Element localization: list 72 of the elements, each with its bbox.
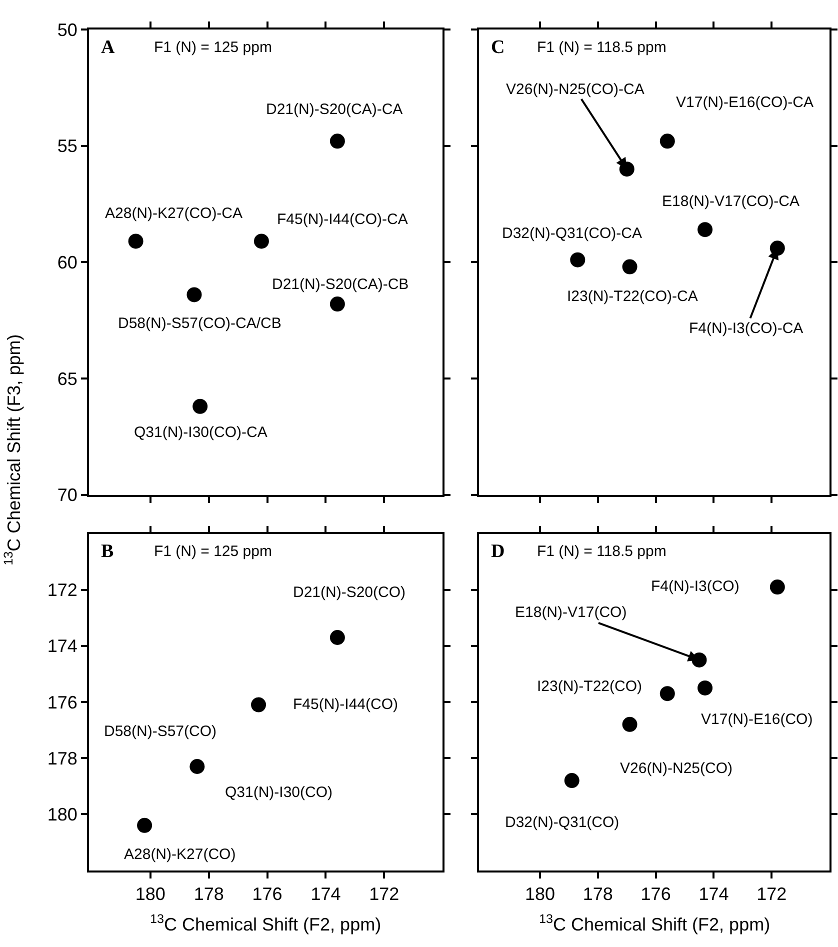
point (186, 287, 202, 302)
text: F1 (N) = 125 ppm (154, 39, 272, 56)
annotation: Q31(N)-I30(CO) (225, 784, 333, 801)
y-tick-label: 55 (57, 136, 78, 156)
x-tick-label: 180 (525, 884, 556, 904)
point (128, 234, 144, 249)
point (251, 697, 266, 712)
x-axis-title: $^{13}$C Chemical Shift (F2, ppm) (539, 912, 770, 935)
x-tick-label: 174 (698, 884, 729, 904)
annotation: V17(N)-E16(CO)-CA (676, 94, 814, 111)
annotation: I23(N)-T22(CO) (537, 678, 642, 695)
point (137, 818, 152, 833)
annotation: F4(N)-I3(CO) (651, 578, 740, 595)
x-tick-label: 174 (310, 884, 341, 904)
chart-title: A (101, 37, 115, 58)
x-tick-label: 178 (194, 884, 224, 904)
chart-title: D (491, 541, 505, 562)
y-tick-label: 176 (47, 692, 78, 712)
point (564, 773, 580, 788)
chart-title: B (101, 541, 114, 562)
annotation: V26(N)-N25(CO)-CA (506, 81, 644, 98)
annotation: E18(N)-V17(CO) (515, 604, 627, 621)
annotation: D21(N)-S20(CA)-CA (266, 101, 403, 118)
x-tick-label: 180 (135, 884, 166, 904)
y-tick-label: 60 (57, 252, 78, 272)
y-tick-label: 50 (57, 20, 78, 40)
y-tick-label: 172 (47, 580, 78, 600)
x-tick-label: 176 (640, 884, 671, 904)
annotation: Q31(N)-I30(CO)-CA (134, 424, 268, 441)
annotation: V17(N)-E16(CO) (701, 711, 813, 728)
annotation: I23(N)-T22(CO)-CA (567, 288, 698, 305)
x-tick-label: 172 (369, 884, 400, 904)
point (330, 296, 345, 312)
point (622, 259, 638, 274)
annotation: D58(N)-S57(CO)-CA/CB (118, 315, 282, 332)
y-tick-label: 174 (47, 636, 78, 656)
annotation: F4(N)-I3(CO)-CA (689, 320, 804, 337)
annotation: D21(N)-S20(CO) (293, 584, 406, 601)
y-tick-label: 180 (47, 804, 78, 824)
annotation: F45(N)-I44(CO)-CA (277, 211, 408, 228)
point (698, 222, 713, 238)
point (570, 252, 586, 268)
text: F1 (N) = 125 ppm (154, 543, 272, 560)
y-tick-label: 65 (57, 368, 78, 389)
point (254, 234, 269, 249)
point (190, 759, 205, 774)
y-tick-label: 178 (47, 748, 78, 768)
point (770, 580, 785, 595)
chart-title: C (491, 37, 505, 58)
annotation: V26(N)-N25(CO) (620, 760, 733, 777)
annotation: D21(N)-S20(CA)-CB (272, 276, 409, 293)
text: F1 (N) = 118.5 ppm (537, 543, 666, 560)
x-tick-label: 172 (756, 884, 787, 904)
annotation: D58(N)-S57(CO) (104, 723, 217, 740)
annotation: D32(N)-Q31(CO) (505, 814, 620, 831)
x-tick-label: 178 (582, 884, 613, 904)
point (622, 716, 638, 732)
annotation: A28(N)-K27(CO) (124, 846, 236, 863)
point (660, 686, 675, 702)
point (330, 134, 345, 149)
x-axis-title: $^{13}$C Chemical Shift (F2, ppm) (150, 912, 382, 935)
point (660, 134, 675, 149)
point (330, 630, 345, 645)
text: F1 (N) = 118.5 ppm (537, 39, 666, 56)
annotation: D32(N)-Q31(CO)-CA (502, 225, 642, 242)
annotation: A28(N)-K27(CO)-CA (105, 205, 243, 222)
point (698, 680, 713, 696)
annotation: F45(N)-I44(CO) (293, 696, 398, 713)
y-tick-label: 70 (57, 485, 78, 506)
x-tick-label: 176 (252, 884, 282, 904)
annotation: E18(N)-V17(CO)-CA (662, 193, 800, 210)
point (192, 398, 208, 414)
